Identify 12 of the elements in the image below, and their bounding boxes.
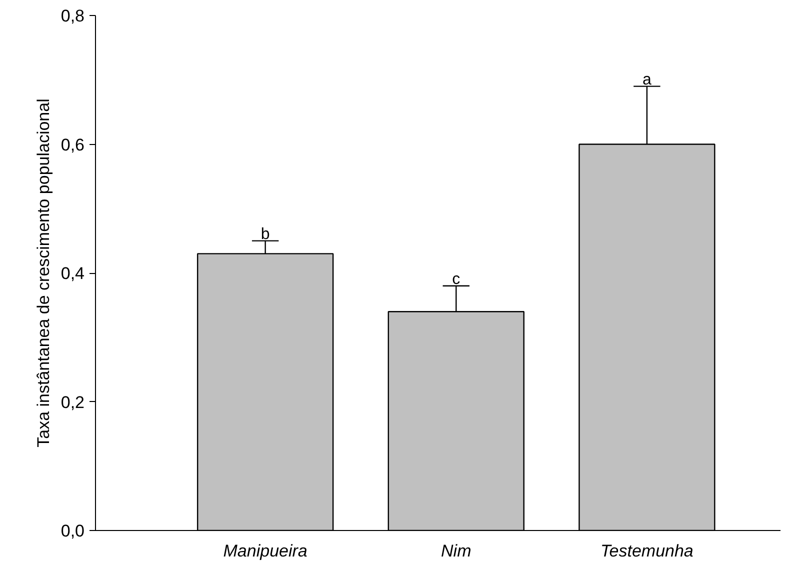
- x-tick-label: Testemunha: [600, 542, 694, 560]
- y-tick-label: 0,6: [60, 135, 85, 154]
- y-axis-title: Taxa instântanea de crescimento populacional: [34, 98, 53, 448]
- x-tick-label: Manipueira: [223, 542, 308, 560]
- y-tick-label: 0,4: [60, 264, 85, 283]
- y-tick-label: 0,0: [60, 522, 85, 540]
- y-tick-label: 0,8: [60, 6, 85, 26]
- annotation: b: [260, 226, 270, 243]
- y-tick-label: 0,2: [60, 392, 85, 412]
- x-tick-label: Nim: [441, 542, 472, 560]
- annotation: c: [452, 270, 460, 288]
- annotation: a: [642, 71, 652, 88]
